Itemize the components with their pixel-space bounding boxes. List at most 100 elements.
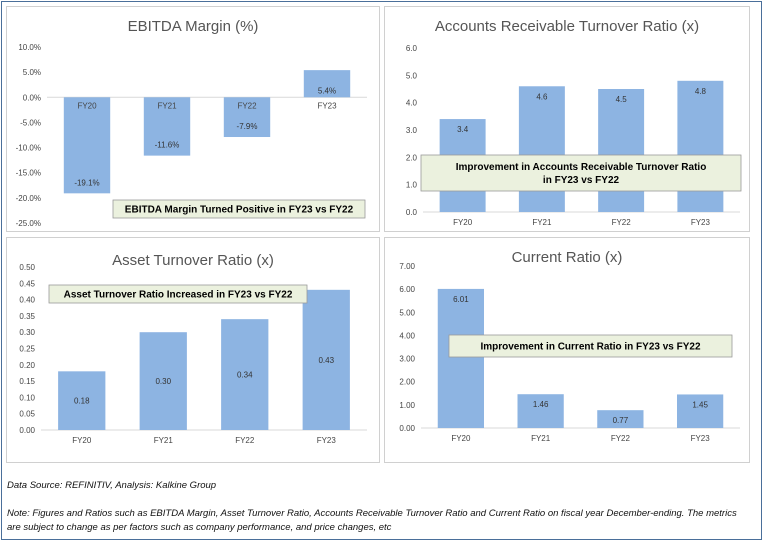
data-label: 1.46 bbox=[533, 400, 549, 409]
callout-text: Improvement in Accounts Receivable Turno… bbox=[456, 162, 707, 173]
y-tick-label: 0.25 bbox=[19, 345, 35, 354]
callout-text: in FY23 vs FY22 bbox=[543, 175, 620, 186]
data-label: 4.8 bbox=[695, 87, 707, 96]
bar-fy21 bbox=[517, 394, 564, 428]
data-label: -7.9% bbox=[237, 122, 258, 131]
y-tick-label: 0.10 bbox=[19, 393, 35, 402]
category-label: FY20 bbox=[77, 101, 97, 110]
chart-svg: Accounts Receivable Turnover Ratio (x) 6.… bbox=[406, 18, 742, 227]
callout-box bbox=[448, 334, 733, 358]
bar-fy20 bbox=[437, 288, 485, 428]
data-source-note: Data Source: REFINITIV, Analysis: Kalkin… bbox=[7, 480, 217, 491]
callout-box bbox=[48, 284, 308, 304]
callout-box bbox=[420, 154, 742, 192]
callout-text: EBITDA Margin Turned Positive in FY23 vs… bbox=[125, 205, 354, 216]
bar-fy21 bbox=[139, 332, 187, 430]
y-tick-label: 0.0% bbox=[23, 93, 41, 102]
y-tick-label: 0.00 bbox=[19, 426, 35, 435]
category-label: FY22 bbox=[612, 218, 632, 227]
chart-title: Current Ratio (x) bbox=[512, 249, 623, 266]
y-tick-label: 1.00 bbox=[399, 401, 415, 410]
y-tick-label: 0.50 bbox=[19, 263, 35, 272]
callout-text: Improvement in Current Ratio in FY23 vs … bbox=[480, 342, 700, 353]
y-tick-label: 10.0% bbox=[18, 43, 41, 52]
y-tick-label: -10.0% bbox=[16, 144, 41, 153]
y-tick-label: 6.0 bbox=[406, 44, 418, 53]
callout-box bbox=[112, 199, 366, 219]
category-label: FY23 bbox=[691, 434, 711, 443]
y-tick-label: 0.0 bbox=[406, 208, 418, 217]
y-tick-label: 0.45 bbox=[19, 279, 35, 288]
category-label: FY23 bbox=[691, 218, 711, 227]
y-tick-label: 0.40 bbox=[19, 296, 35, 305]
bar-fy23 bbox=[677, 80, 724, 212]
category-label: FY21 bbox=[154, 436, 174, 445]
y-tick-label: 2.00 bbox=[399, 378, 415, 387]
category-label: FY20 bbox=[72, 436, 92, 445]
chart-current-ratio: Current Ratio (x) 7.00 6.00 5.00 4.00 3.00 2.0… bbox=[384, 237, 750, 463]
chart-svg: Asset Turnover Ratio (x) 0.50 0.45 0.40 0.35… bbox=[19, 252, 367, 445]
chart-ar-turnover: Accounts Receivable Turnover Ratio (x) 6.… bbox=[384, 6, 750, 232]
data-label: 0.43 bbox=[318, 356, 334, 365]
bar-fy22 bbox=[223, 97, 271, 138]
data-label: 4.6 bbox=[536, 92, 548, 101]
bar-fy20 bbox=[63, 97, 111, 194]
y-tick-label: 1.0 bbox=[406, 181, 418, 190]
chart-title: Accounts Receivable Turnover Ratio (x) bbox=[435, 18, 699, 35]
category-label: FY21 bbox=[532, 218, 552, 227]
data-label: -19.1% bbox=[74, 178, 99, 187]
data-label: 4.5 bbox=[616, 95, 628, 104]
category-label: FY22 bbox=[237, 101, 257, 110]
callout-text: Asset Turnover Ratio Increased in FY23 v… bbox=[64, 290, 293, 301]
y-tick-label: 4.0 bbox=[406, 99, 418, 108]
disclaimer-line-2: are subject to change as per factors suc… bbox=[7, 522, 392, 533]
data-label: 6.01 bbox=[453, 295, 469, 304]
y-tick-label: 5.0% bbox=[23, 68, 41, 77]
y-tick-label: 4.00 bbox=[399, 331, 415, 340]
category-label: FY23 bbox=[317, 101, 337, 110]
y-tick-label: 7.00 bbox=[399, 262, 415, 271]
y-tick-label: -20.0% bbox=[16, 194, 41, 203]
chart-title: Asset Turnover Ratio (x) bbox=[112, 252, 274, 269]
data-label: 0.34 bbox=[237, 371, 253, 380]
category-label: FY21 bbox=[157, 101, 177, 110]
chart-svg: EBITDA Margin (%) 10.0% 5.0% 0.0% -5.0% -10.0… bbox=[16, 18, 367, 228]
y-tick-label: 0.05 bbox=[19, 410, 35, 419]
chart-asset-turnover: Asset Turnover Ratio (x) 0.50 0.45 0.40 0.35… bbox=[6, 237, 380, 463]
data-label: 3.4 bbox=[457, 125, 469, 134]
y-tick-label: 0.15 bbox=[19, 377, 35, 386]
bar-fy21 bbox=[518, 86, 565, 212]
chart-title: EBITDA Margin (%) bbox=[128, 18, 259, 35]
chart-svg: Current Ratio (x) 7.00 6.00 5.00 4.00 3.00 2.0… bbox=[399, 249, 740, 443]
bar-fy23 bbox=[303, 70, 351, 98]
y-tick-label: 0.35 bbox=[19, 312, 35, 321]
bar-fy22 bbox=[597, 410, 644, 428]
category-label: FY20 bbox=[451, 434, 471, 443]
y-tick-label: 0.20 bbox=[19, 361, 35, 370]
data-label: 0.30 bbox=[155, 377, 171, 386]
y-tick-label: 0.30 bbox=[19, 328, 35, 337]
y-tick-label: 5.0 bbox=[406, 71, 418, 80]
y-tick-label: 5.00 bbox=[399, 308, 415, 317]
bar-fy21 bbox=[143, 97, 191, 156]
y-tick-label: -25.0% bbox=[16, 219, 41, 228]
disclaimer-line-1: Note: Figures and Ratios such as EBITDA … bbox=[7, 508, 737, 519]
category-label: FY22 bbox=[611, 434, 631, 443]
y-tick-label: 3.00 bbox=[399, 355, 415, 364]
y-tick-label: 3.0 bbox=[406, 126, 418, 135]
data-label: 1.45 bbox=[692, 400, 708, 409]
category-label: FY22 bbox=[235, 436, 255, 445]
y-tick-label: 2.0 bbox=[406, 153, 418, 162]
y-tick-label: 0.00 bbox=[399, 424, 415, 433]
y-tick-label: -15.0% bbox=[16, 169, 41, 178]
chart-ebitda-margin: EBITDA Margin (%) 10.0% 5.0% 0.0% -5.0% -10.0… bbox=[6, 6, 380, 232]
bar-fy22 bbox=[598, 89, 645, 212]
y-tick-label: 6.00 bbox=[399, 285, 415, 294]
data-label: 0.77 bbox=[613, 416, 629, 425]
data-label: -11.6% bbox=[155, 141, 180, 150]
category-label: FY21 bbox=[531, 434, 551, 443]
bar-fy20 bbox=[58, 371, 106, 430]
category-label: FY23 bbox=[317, 436, 337, 445]
bar-fy23 bbox=[676, 394, 724, 428]
